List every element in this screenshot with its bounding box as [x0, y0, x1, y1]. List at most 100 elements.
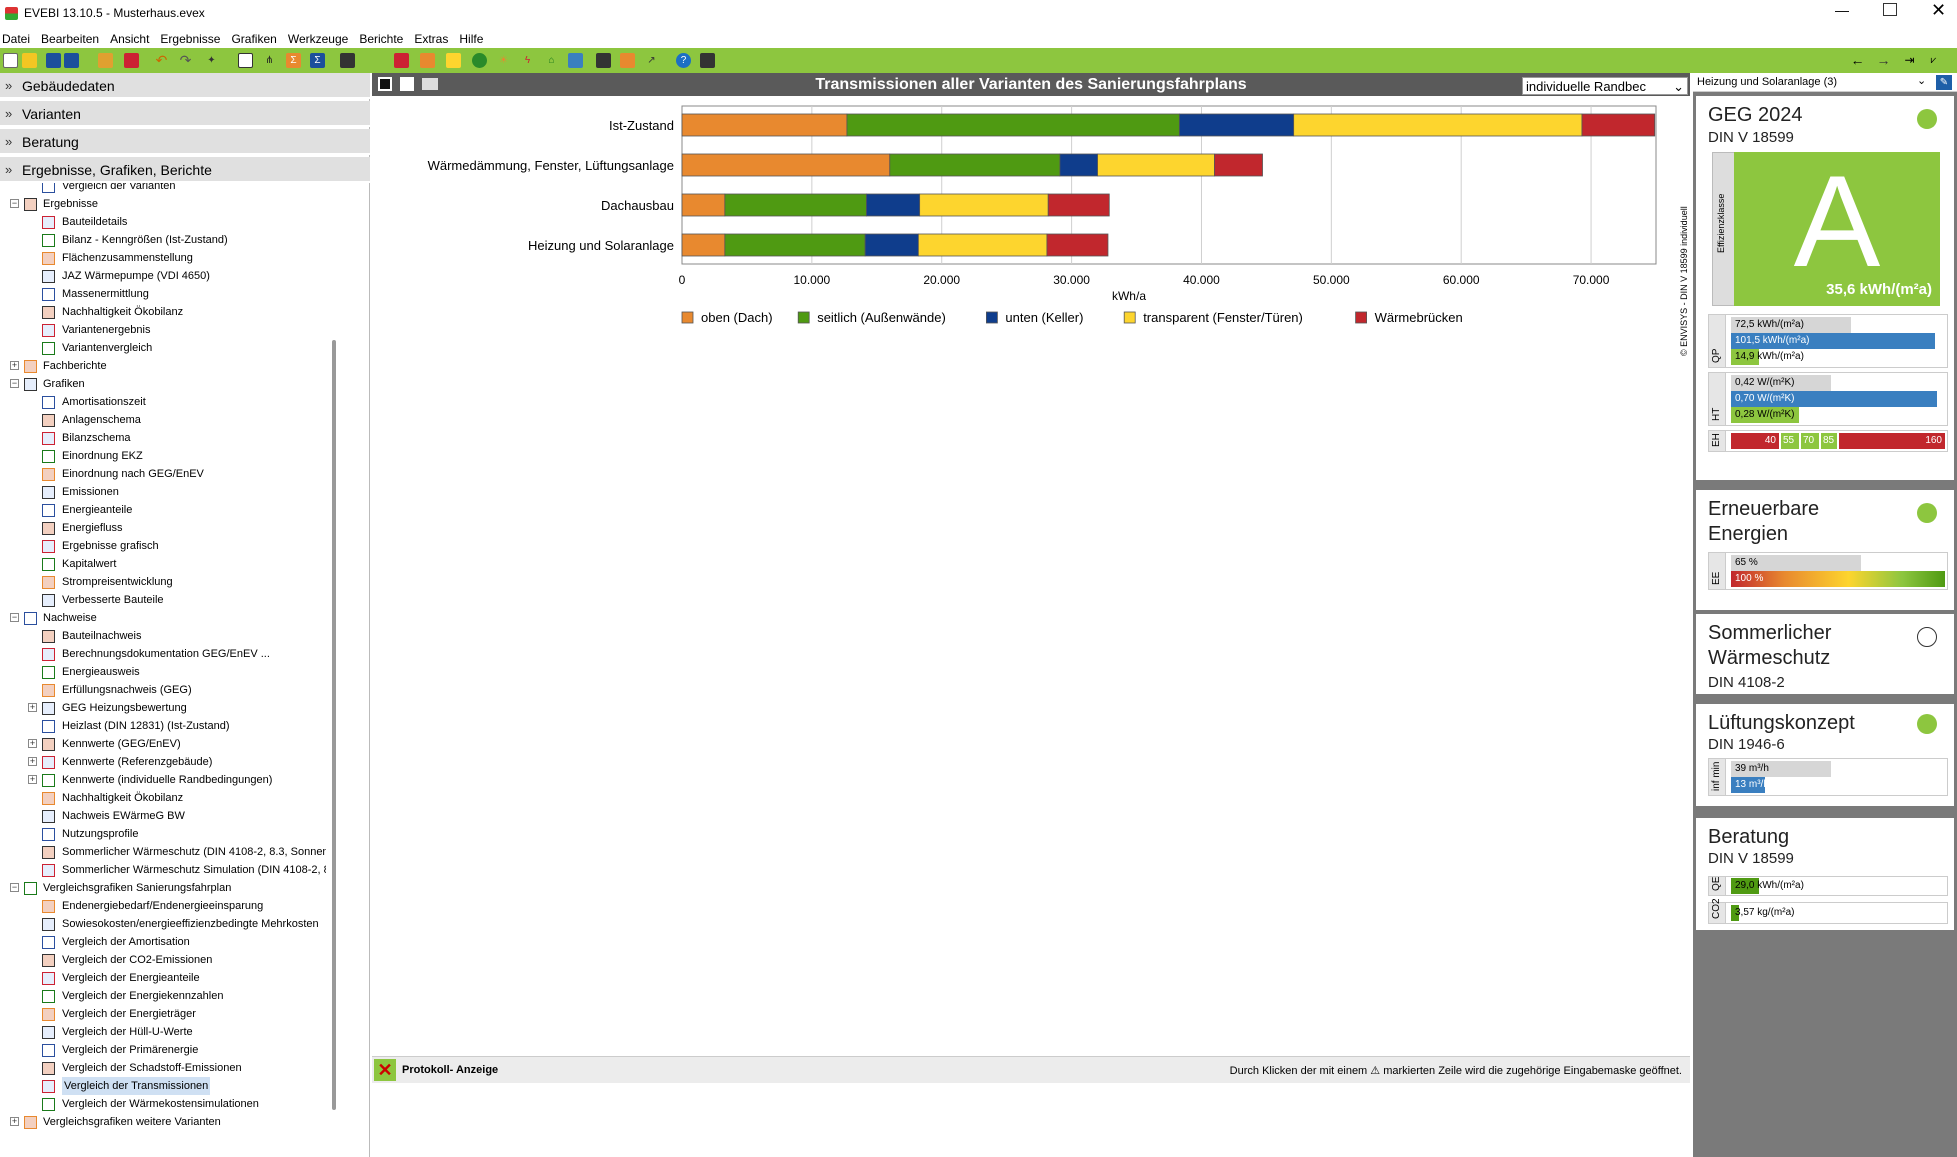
tree-item[interactable]: + Kennwerte (GEG/EnEV)	[0, 735, 326, 753]
chart-icon[interactable]	[568, 53, 583, 68]
redo-icon[interactable]: ↷	[179, 52, 192, 68]
menu-bearbeiten[interactable]: Bearbeiten	[41, 31, 100, 46]
tree-item[interactable]: Nachhaltigkeit Ökobilanz	[0, 303, 326, 321]
randbedingungen-select[interactable]: individuelle Randbec ⌄	[1522, 77, 1688, 95]
copy-chart-icon[interactable]	[400, 77, 414, 91]
tree-item[interactable]: − Vergleichsgrafiken Sanierungsfahrplan	[0, 879, 326, 897]
tree-item[interactable]: − Ergebnisse	[0, 195, 326, 213]
tree-item[interactable]: Vergleich der Energieanteile	[0, 969, 326, 987]
collapse-icon[interactable]: −	[10, 612, 19, 622]
sigma-icon[interactable]: Σ	[286, 53, 301, 68]
tree-item[interactable]: Einordnung EKZ	[0, 447, 326, 465]
tree-item[interactable]: Strompreisentwicklung	[0, 573, 326, 591]
tree-item[interactable]: Vergleich der Energieträger	[0, 1005, 326, 1023]
tree-item[interactable]: Vergleich der Wärmekostensimulationen	[0, 1095, 326, 1113]
tree-item[interactable]: Vergleich der Varianten	[0, 183, 326, 195]
section-gebaeudedaten[interactable]: » Gebäudedaten	[0, 73, 370, 99]
sun-icon[interactable]: ☀	[499, 55, 508, 66]
section-ergebnisse[interactable]: » Ergebnisse, Grafiken, Berichte	[0, 157, 370, 183]
report-icon[interactable]	[238, 53, 253, 68]
tree-item[interactable]: + Kennwerte (Referenzgebäude)	[0, 753, 326, 771]
collapse-icon[interactable]: −	[10, 198, 19, 208]
tree-item[interactable]: Vergleich der Hüll-U-Werte	[0, 1023, 326, 1041]
menu-berichte[interactable]: Berichte	[359, 31, 404, 46]
tree-item[interactable]: Sommerlicher Wärmeschutz Simulation (DIN…	[0, 861, 326, 879]
tree-item[interactable]: Variantenvergleich	[0, 339, 326, 357]
help-icon[interactable]: ?	[676, 53, 691, 68]
tree-item[interactable]: Bilanz - Kenngrößen (Ist-Zustand)	[0, 231, 326, 249]
section-varianten[interactable]: » Varianten	[0, 101, 370, 127]
edit-icon[interactable]: ✎	[1936, 75, 1952, 90]
close-button[interactable]: ✕	[1931, 0, 1947, 20]
tree-item[interactable]: Energieanteile	[0, 501, 326, 519]
tree-item[interactable]: + Fachberichte	[0, 357, 326, 375]
doc-icon[interactable]	[420, 53, 435, 68]
menu-extras[interactable]: Extras	[414, 31, 449, 46]
sommer-card[interactable]: Sommerlicher Wärmeschutz DIN 4108-2	[1696, 614, 1954, 694]
tree-item[interactable]: Emissionen	[0, 483, 326, 501]
lueftung-card[interactable]: Lüftungskonzept DIN 1946-6 inf min 39 m³…	[1696, 704, 1954, 806]
maximize-button[interactable]	[1883, 3, 1897, 16]
tree-item[interactable]: Vergleich der Primärenergie	[0, 1041, 326, 1059]
export-icon[interactable]	[98, 53, 113, 68]
minimize-button[interactable]: —	[1835, 2, 1849, 18]
tree-scrollbar[interactable]	[332, 340, 336, 1110]
tree-item[interactable]: − Grafiken	[0, 375, 326, 393]
tree-item[interactable]: Variantenergebnis	[0, 321, 326, 339]
close-protokoll-button[interactable]: ✕	[374, 1059, 396, 1081]
tree-item[interactable]: + Kennwerte (individuelle Randbedingungen…	[0, 771, 326, 789]
expand-icon[interactable]: +	[28, 702, 37, 712]
tree-item[interactable]: JAZ Wärmepumpe (VDI 4650)	[0, 267, 326, 285]
section-beratung[interactable]: » Beratung	[0, 129, 370, 155]
tree-item[interactable]: Heizlast (DIN 12831) (Ist-Zustand)	[0, 717, 326, 735]
wand-icon[interactable]: ✦	[207, 55, 216, 66]
calc-icon[interactable]: Σ	[310, 53, 325, 68]
collapse-icon[interactable]: −	[10, 378, 19, 388]
variant-select[interactable]: Heizung und Solaranlage (3) ⌄ ✎	[1693, 73, 1957, 92]
expand-icon[interactable]: +	[10, 1116, 19, 1126]
enter-icon[interactable]: ⇥	[1904, 53, 1915, 67]
save-chart-icon[interactable]	[378, 77, 392, 91]
save-icon[interactable]	[46, 53, 61, 68]
collapse-icon[interactable]: −	[10, 882, 19, 892]
print-chart-icon[interactable]	[422, 78, 438, 90]
note-icon[interactable]	[446, 53, 461, 68]
house-icon[interactable]: ⌂	[548, 55, 555, 66]
tree-item[interactable]: Verbesserte Bauteile	[0, 591, 326, 609]
forward-arrow-icon[interactable]: →	[1876, 52, 1891, 68]
tree-item[interactable]: Bauteilnachweis	[0, 627, 326, 645]
tree-item[interactable]: + Vergleichsgrafiken weitere Varianten	[0, 1113, 326, 1131]
tree-item[interactable]: Kapitalwert	[0, 555, 326, 573]
geg-card[interactable]: GEG 2024 DIN V 18599 Effizienzklasse A 3…	[1696, 96, 1954, 480]
ee-card[interactable]: Erneuerbare Energien EE 65 % 100 %	[1696, 490, 1954, 610]
print-icon[interactable]	[596, 53, 611, 68]
back-arrow-icon[interactable]: ←	[1850, 52, 1865, 68]
menu-ansicht[interactable]: Ansicht	[110, 31, 150, 46]
power-icon[interactable]: ϟ	[524, 55, 531, 66]
tree-item[interactable]: Amortisationszeit	[0, 393, 326, 411]
tree-item[interactable]: + GEG Heizungsbewertung	[0, 699, 326, 717]
tree-item[interactable]: Vergleich der Transmissionen	[0, 1077, 326, 1095]
tree-item[interactable]: Sommerlicher Wärmeschutz (DIN 4108-2, 8.…	[0, 843, 326, 861]
tree-item[interactable]: Berechnungsdokumentation GEG/EnEV ...	[0, 645, 326, 663]
tree-item[interactable]: Nachweis EWärmeG BW	[0, 807, 326, 825]
tree-item[interactable]: Bilanzschema	[0, 429, 326, 447]
beratung-card[interactable]: Beratung DIN V 18599 QE 29,0 kWh/(m²a) C…	[1696, 818, 1954, 930]
tree-item[interactable]: Vergleich der CO2-Emissionen	[0, 951, 326, 969]
menu-hilfe[interactable]: Hilfe	[459, 31, 484, 46]
expand-icon[interactable]: +	[28, 756, 37, 766]
tree-item[interactable]: Erfüllungsnachweis (GEG)	[0, 681, 326, 699]
tree-item[interactable]: Energieausweis	[0, 663, 326, 681]
menu-grafiken[interactable]: Grafiken	[231, 31, 277, 46]
layers-icon[interactable]	[340, 53, 355, 68]
globe-icon[interactable]	[472, 53, 487, 68]
menu-werkzeuge[interactable]: Werkzeuge	[287, 31, 349, 46]
import-icon[interactable]	[124, 53, 139, 68]
tree-item[interactable]: Nachhaltigkeit Ökobilanz	[0, 789, 326, 807]
tree-item[interactable]: Einordnung nach GEG/EnEV	[0, 465, 326, 483]
tree-item[interactable]: Vergleich der Amortisation	[0, 933, 326, 951]
clipboard-icon[interactable]	[620, 53, 635, 68]
expand-icon[interactable]: +	[28, 774, 37, 784]
expand-icon[interactable]: +	[28, 738, 37, 748]
tree-item[interactable]: Anlagenschema	[0, 411, 326, 429]
